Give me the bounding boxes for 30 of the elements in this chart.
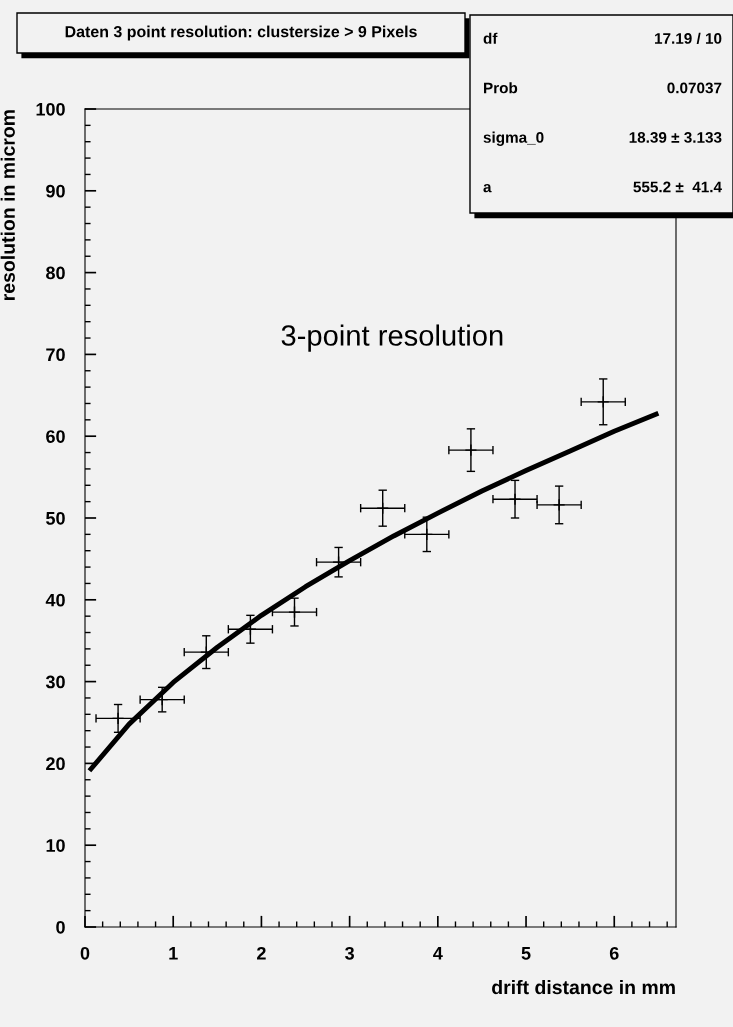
y-tick-label: 90 [46,184,65,198]
x-tick-label: 6 [609,946,619,960]
text: Prob [484,82,518,94]
y-tick-label: 50 [46,511,65,525]
y-tick-label: 0 [56,920,65,934]
x-axis-title: drift distance in mm [492,979,675,995]
x-tick-label: 1 [169,947,178,960]
x-tick-label: 2 [257,946,266,960]
y-tick-label: 20 [46,757,65,771]
y-tick-label: 10 [46,839,65,852]
annotation: 3-point resolution [281,324,503,352]
annotation: 18.39 ± 3.133 [629,132,722,143]
annotation: 555.2 ± 41.4 [633,181,722,193]
annotation: sigma_0 [483,131,544,146]
x-tick-label: 0 [80,946,90,960]
y-tick-label: 40 [45,593,65,607]
y-axis-title: resolution in microm [0,110,15,301]
y-tick-label: 100 [36,102,65,116]
y-tick-label: 60 [46,430,65,443]
text: 17.19 / 10 [655,32,722,45]
y-tick-label: 80 [46,266,65,280]
text: df [483,32,498,44]
chart-title: Daten 3 point resolution: clustersize > 9 Pixels [65,25,417,41]
y-tick-label: 70 [46,348,65,362]
text: 0.07037 [667,82,722,94]
x-tick-label: 3 [345,946,354,960]
y-tick-label: 30 [45,675,65,689]
x-tick-label: 5 [521,947,531,960]
x-tick-label: 4 [433,947,443,960]
annotation: a [483,183,492,193]
